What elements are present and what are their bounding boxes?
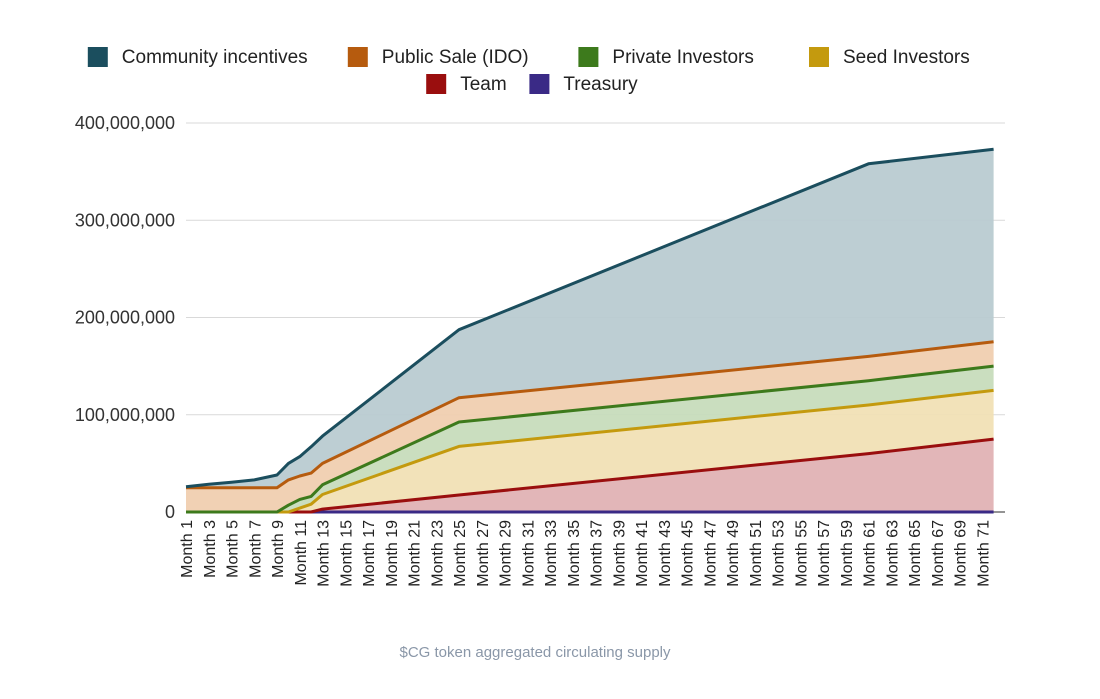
x-tick-label: Month 7 xyxy=(247,520,264,578)
legend-swatch xyxy=(87,47,108,67)
y-tick-label: 400,000,000 xyxy=(75,113,175,133)
x-tick-label: Month 39 xyxy=(611,520,628,587)
x-tick-label: Month 55 xyxy=(793,520,810,587)
x-tick-label: Month 71 xyxy=(975,520,992,587)
x-tick-label: Month 49 xyxy=(725,520,742,587)
x-tick-label: Month 15 xyxy=(338,520,355,587)
x-tick-label: Month 65 xyxy=(907,520,924,587)
x-tick-label: Month 33 xyxy=(543,520,560,587)
y-tick-label: 300,000,000 xyxy=(75,210,175,230)
legend-label: Private Investors xyxy=(612,47,754,68)
x-tick-label: Month 3 xyxy=(202,520,219,578)
x-tick-label: Month 59 xyxy=(839,520,856,587)
legend-label: Community incentives xyxy=(122,47,308,68)
x-tick-label: Month 23 xyxy=(429,520,446,587)
x-tick-label: Month 61 xyxy=(862,520,879,587)
x-tick-label: Month 29 xyxy=(498,520,515,587)
legend-swatch xyxy=(578,47,599,67)
legend-swatch xyxy=(809,47,829,67)
area-private-investors xyxy=(186,366,994,512)
x-tick-label: Month 11 xyxy=(293,520,310,586)
x-tick-label: Month 47 xyxy=(702,520,719,587)
x-tick-label: Month 9 xyxy=(270,520,287,578)
stacked-area-chart: 0 100,000,000 200,000,000 300,000,000 400,00… xyxy=(75,47,1005,587)
x-tick-label: Month 31 xyxy=(520,520,537,587)
area-public-sale-ido xyxy=(186,341,994,512)
line-community-incentives xyxy=(185,147,994,489)
x-tick-label: Month 1 xyxy=(179,520,196,578)
x-tick-label: Month 5 xyxy=(225,520,242,578)
x-tick-label: Month 27 xyxy=(475,520,492,587)
y-tick-label: 200,000,000 xyxy=(75,308,175,328)
legend-swatch xyxy=(426,74,447,94)
x-tick-label: Month 19 xyxy=(384,520,401,587)
area-community-incentives xyxy=(186,149,994,488)
legend-label: Team xyxy=(460,74,506,95)
x-tick-label: Month 41 xyxy=(634,520,651,587)
area-seed-investors xyxy=(186,390,994,512)
legend-label: Treasury xyxy=(563,74,638,95)
x-tick-label: Month 21 xyxy=(407,520,424,587)
x-tick-label: Month 13 xyxy=(316,520,333,587)
x-tick-label: Month 69 xyxy=(953,520,970,587)
x-tick-label: Month 51 xyxy=(748,520,765,587)
x-tick-label: Month 25 xyxy=(452,520,469,587)
x-tick-label: Month 45 xyxy=(680,520,697,587)
legend-swatch xyxy=(529,74,550,94)
x-tick-label: Month 37 xyxy=(589,520,606,587)
area-team xyxy=(186,439,994,512)
y-tick-label: 0 xyxy=(165,502,175,522)
x-tick-label: Month 63 xyxy=(884,520,901,587)
y-tick-label: 100,000,000 xyxy=(75,405,175,425)
line-private-investors xyxy=(186,364,994,514)
x-tick-label: Month 57 xyxy=(816,520,833,587)
x-tick-label: Month 53 xyxy=(771,520,788,587)
chart-caption: $CG token aggregated circulating supply xyxy=(399,644,671,661)
legend-label: Public Sale (IDO) xyxy=(382,47,529,68)
legend-label: Seed Investors xyxy=(843,47,970,68)
x-tick-label: Month 67 xyxy=(930,520,947,587)
legend-swatch xyxy=(347,47,368,67)
x-tick-label: Month 17 xyxy=(361,520,378,587)
line-public-sale-ido xyxy=(186,340,994,490)
x-tick-label: Month 43 xyxy=(657,520,674,587)
x-tick-label: Month 35 xyxy=(566,520,583,587)
